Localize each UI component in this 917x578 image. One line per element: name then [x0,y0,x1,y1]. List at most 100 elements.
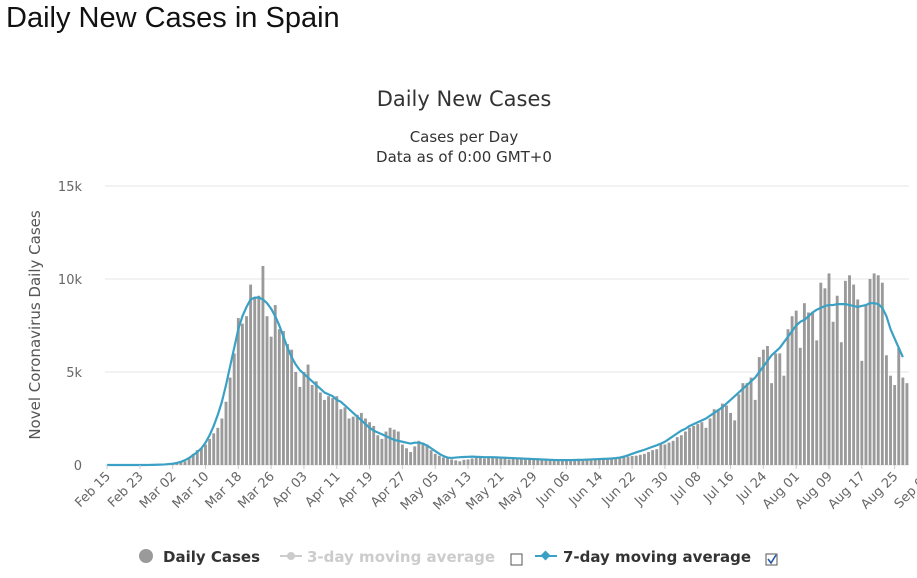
daily-cases-bar [757,357,761,465]
daily-cases-bar [245,316,248,465]
daily-cases-bar [265,316,269,465]
x-tick-label: Jul 08 [668,469,705,506]
daily-cases-bar [577,460,581,465]
daily-cases-bar [495,456,499,465]
daily-cases-bar [519,459,523,465]
daily-cases-bar [536,459,540,465]
legend-3-day-dot-marker [287,552,295,560]
daily-cases-bar [827,273,831,465]
daily-cases-bar [692,425,696,465]
daily-cases-bar [294,372,298,465]
daily-cases-bar [798,347,802,465]
chart-subtitle-line-2: Data as of 0:00 GMT+0 [376,148,552,166]
legend-7-day-diamond-marker [540,550,551,561]
daily-cases-bar [179,462,183,465]
y-tick-label: 5k [66,366,82,381]
daily-cases-bar [228,377,232,465]
daily-cases-bar [716,409,720,465]
seven-day-average-line-group [107,296,904,467]
page-heading: Daily New Cases in Spain [6,2,340,34]
daily-cases-bar [634,455,638,465]
x-tick-label: Jun 14 [566,469,606,509]
daily-cases-bar [573,459,577,465]
daily-cases-bar [622,457,626,465]
daily-cases-bar [610,458,614,465]
seven-day-average-line [107,296,904,467]
daily-cases-bar [569,460,573,465]
daily-cases-bar [187,457,191,465]
daily-cases-bar [458,461,462,465]
x-tick-label: Jun 22 [599,469,639,509]
daily-cases-bar [503,458,507,465]
daily-cases-bar [400,444,404,465]
daily-cases-bar [651,450,655,465]
daily-cases-bar [659,444,663,465]
legend-3-day-checkbox[interactable] [510,553,523,566]
y-tick-label: 10k [58,273,83,288]
daily-cases-bar [446,458,449,465]
daily-cases-bar [688,427,691,465]
daily-cases-bar [507,459,511,465]
daily-cases-bar [815,340,819,465]
daily-cases-bar [376,435,380,465]
daily-cases-bar [593,459,597,465]
legend-7-day-checkbox[interactable] [765,553,778,566]
daily-cases-bar [753,399,757,465]
chart-subtitle-line-1: Cases per Day [410,128,519,146]
daily-cases-bar [684,431,687,465]
daily-cases-bar [704,427,708,465]
legend-item-7-day-average[interactable]: 7-day moving average [535,548,751,566]
daily-cases-bar [642,453,646,465]
daily-cases-bar [749,377,753,465]
daily-cases-bar [232,353,236,465]
daily-cases-bar [835,295,839,465]
daily-cases-bar [630,456,634,465]
daily-cases-bar [807,312,810,465]
daily-cases-bar [589,459,593,465]
legend: Daily Cases 3-day moving average 7-day m… [139,548,778,566]
daily-cases-bar [790,316,794,465]
daily-cases-bar [725,405,728,465]
daily-cases-bar [462,459,466,465]
daily-cases-bar [195,450,199,465]
daily-cases-bar [364,418,367,465]
daily-cases-bar [524,458,527,465]
daily-cases-bar [240,323,244,465]
daily-cases-bar [548,460,552,465]
daily-cases-bar [560,460,564,465]
daily-cases-bar [901,377,905,465]
daily-cases-bar [277,329,281,465]
legend-item-daily-cases[interactable]: Daily Cases [139,548,260,566]
daily-cases-bar [417,440,421,465]
daily-cases-bar [191,453,195,465]
daily-cases-bar [474,457,478,465]
daily-cases-bar [606,458,609,465]
daily-cases-bar [478,456,482,465]
y-axis-ticks: 0 5k 10k 15k [58,180,83,474]
x-tick-label: Feb 15 [72,469,114,511]
daily-cases-bar [384,431,388,465]
daily-cases-bar [774,353,778,465]
daily-cases-bar [450,459,454,465]
daily-cases-bar [667,442,671,465]
daily-cases-bar [511,457,515,465]
x-tick-label: Apr 11 [302,469,343,510]
daily-cases-bar [733,420,737,465]
daily-cases-bar [208,438,212,465]
daily-cases-bar [327,396,330,465]
legend-item-3-day-average[interactable]: 3-day moving average [280,548,495,566]
daily-cases-bar [741,383,745,465]
daily-cases-bar [282,331,285,465]
daily-cases-bar [466,459,470,465]
daily-cases-bar [843,280,847,465]
daily-cases-bar [392,429,396,465]
daily-cases-bar [802,303,806,465]
daily-cases-bar [786,329,790,465]
daily-cases-bar [355,414,359,465]
daily-cases-bar [483,458,486,465]
daily-cases-bar [905,383,909,465]
daily-cases-bar [318,392,322,465]
daily-cases-bar [618,457,622,465]
daily-cases-bar [585,459,589,465]
